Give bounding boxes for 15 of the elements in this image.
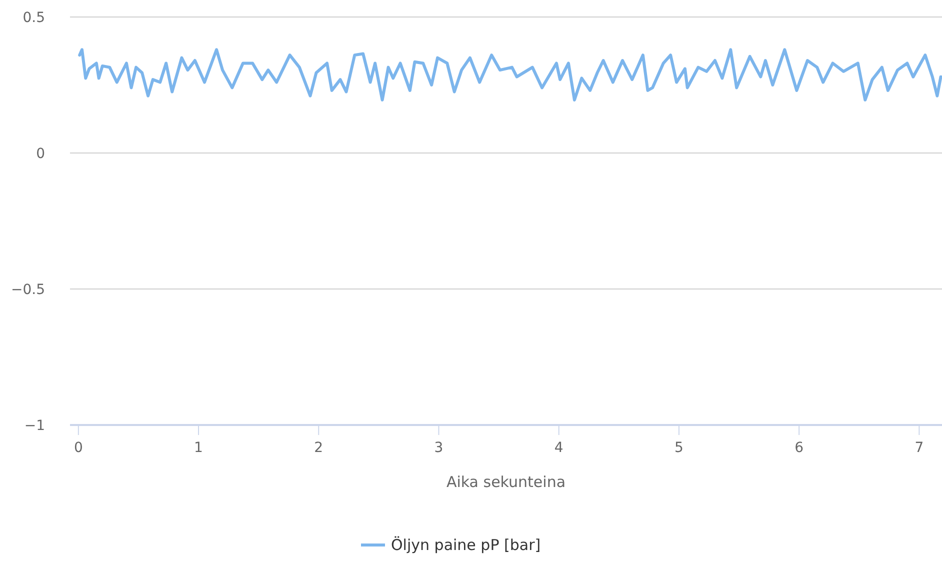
y-tick-label: −0.5	[11, 282, 45, 298]
x-tick-label: 0	[74, 440, 83, 456]
y-tick-label: −1	[24, 418, 45, 434]
y-tick-label: 0.5	[22, 10, 45, 26]
x-tick-label: 5	[674, 440, 684, 456]
x-tick-label: 4	[554, 440, 564, 456]
legend-label: Öljyn paine pP [bar]	[391, 536, 541, 554]
x-tick-label: 3	[434, 440, 444, 456]
x-tick-label: 7	[914, 440, 924, 456]
x-axis-title: Aika sekunteina	[446, 473, 566, 491]
x-tick-label: 6	[794, 440, 804, 456]
x-tick-label: 1	[194, 440, 203, 456]
line-series	[78, 48, 942, 102]
y-tick-label: 0	[36, 146, 45, 162]
x-tick-label: 2	[314, 440, 324, 456]
